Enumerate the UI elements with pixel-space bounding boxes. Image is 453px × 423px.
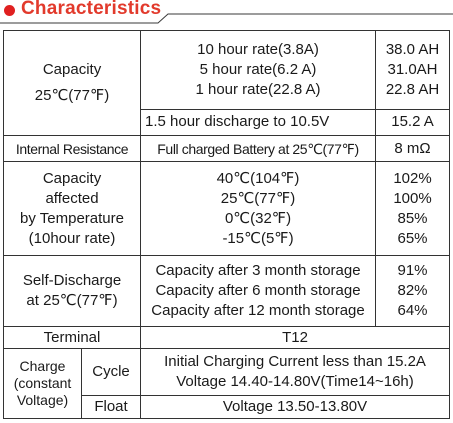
charge-label-line: Voltage) bbox=[16, 392, 69, 409]
section-header: Characteristics bbox=[0, 0, 453, 30]
cycle-line: Voltage 14.40-14.80V(Time14~16h) bbox=[176, 372, 414, 390]
storage-6m: Capacity after 6 month storage bbox=[155, 282, 361, 300]
storage-value: 91% bbox=[397, 262, 428, 280]
discharge-label: 1.5 hour discharge to 10.5V bbox=[140, 108, 377, 137]
temp-value: 85% bbox=[397, 209, 428, 227]
float-value: Voltage 13.50-13.80V bbox=[140, 394, 451, 420]
temp-label-line: affected bbox=[45, 189, 99, 207]
charge-label-line: (constant bbox=[13, 375, 72, 392]
capacity-rates: 10 hour rate(3.8A) 5 hour rate(6.2 A) 1 … bbox=[140, 30, 377, 110]
cycle-line: Initial Charging Current less than 15.2A bbox=[164, 352, 426, 370]
terminal-label: Terminal bbox=[2, 326, 142, 350]
capacity-values: 38.0 AH 31.0AH 22.8 AH bbox=[375, 30, 451, 110]
rate-5h: 5 hour rate(6.2 A) bbox=[199, 60, 317, 78]
temp-label-line: by Temperature bbox=[20, 209, 124, 227]
temp-label-line: Capacity bbox=[42, 169, 102, 187]
storage-3m: Capacity after 3 month storage bbox=[155, 262, 361, 280]
header-underline bbox=[0, 13, 453, 24]
cycle-label: Cycle bbox=[80, 348, 142, 396]
value-1h: 22.8 AH bbox=[385, 80, 440, 98]
storage-value: 82% bbox=[397, 282, 428, 300]
self-discharge-values: 91% 82% 64% bbox=[375, 255, 451, 328]
storage-12m: Capacity after 12 month storage bbox=[151, 302, 365, 320]
capacity-label: Capacity 25℃(77℉) bbox=[2, 29, 142, 137]
internal-resistance-label: Internal Resistance bbox=[2, 135, 142, 163]
page-title: Characteristics bbox=[21, 0, 162, 19]
table-row: Terminal T12 bbox=[2, 326, 451, 350]
capacity-temp-line: 25℃(77℉) bbox=[34, 87, 110, 105]
temperature-label: Capacity affected by Temperature (10hour… bbox=[2, 161, 142, 257]
bullet-dot-icon bbox=[4, 5, 15, 16]
discharge-value: 15.2 A bbox=[375, 108, 451, 137]
table-row: Float Voltage 13.50-13.80V bbox=[4, 394, 451, 420]
terminal-value: T12 bbox=[140, 326, 451, 350]
temp-0c: 0℃(32℉) bbox=[224, 209, 292, 227]
cycle-value: Initial Charging Current less than 15.2A… bbox=[140, 348, 451, 396]
internal-resistance-value: 8 mΩ bbox=[375, 135, 451, 163]
table-row: Internal Resistance Full charged Battery… bbox=[2, 135, 451, 163]
self-discharge-label: Self-Discharge at 25℃(77℉) bbox=[2, 255, 142, 328]
rate-10h: 10 hour rate(3.8A) bbox=[197, 40, 319, 58]
storage-value: 64% bbox=[397, 302, 428, 320]
characteristics-table: Capacity 25℃(77℉) 10 hour rate(3.8A) 5 h… bbox=[2, 29, 451, 420]
table-row: 1.5 hour discharge to 10.5V 15.2 A bbox=[4, 108, 451, 137]
self-discharge-temp-line: at 25℃(77℉) bbox=[26, 292, 118, 310]
temp-value: 65% bbox=[397, 229, 428, 247]
table-row: Capacity 25℃(77℉) 10 hour rate(3.8A) 5 h… bbox=[2, 29, 451, 137]
rate-1h: 1 hour rate(22.8 A) bbox=[195, 80, 321, 98]
temperature-values: 102% 100% 85% 65% bbox=[375, 161, 451, 257]
value-5h: 31.0AH bbox=[387, 60, 438, 78]
temp-25c: 25℃(77℉) bbox=[220, 189, 296, 207]
temperature-conditions: 40℃(104℉) 25℃(77℉) 0℃(32℉) -15℃(5℉) bbox=[140, 161, 377, 257]
internal-resistance-condition: Full charged Battery at 25℃(77℉) bbox=[140, 135, 377, 163]
table-row: Self-Discharge at 25℃(77℉) Capacity afte… bbox=[2, 255, 451, 328]
temp-value: 102% bbox=[393, 169, 432, 187]
table-row: Capacity affected by Temperature (10hour… bbox=[2, 161, 451, 257]
value-10h: 38.0 AH bbox=[385, 40, 440, 58]
self-discharge-storage: Capacity after 3 month storage Capacity … bbox=[140, 255, 377, 328]
table-row: Charge (constant Voltage) Cycle Initial … bbox=[3, 348, 451, 419]
temp-40c: 40℃(104℉) bbox=[216, 169, 300, 187]
float-label: Float bbox=[80, 394, 142, 420]
self-discharge-label-line: Self-Discharge bbox=[22, 272, 122, 290]
temp-value: 100% bbox=[393, 189, 432, 207]
capacity-label-line: Capacity bbox=[42, 61, 102, 79]
charge-label-line: Charge bbox=[19, 358, 66, 375]
temp-minus15c: -15℃(5℉) bbox=[222, 229, 294, 247]
temp-label-line: (10hour rate) bbox=[28, 229, 116, 247]
charge-label: Charge (constant Voltage) bbox=[3, 348, 82, 419]
